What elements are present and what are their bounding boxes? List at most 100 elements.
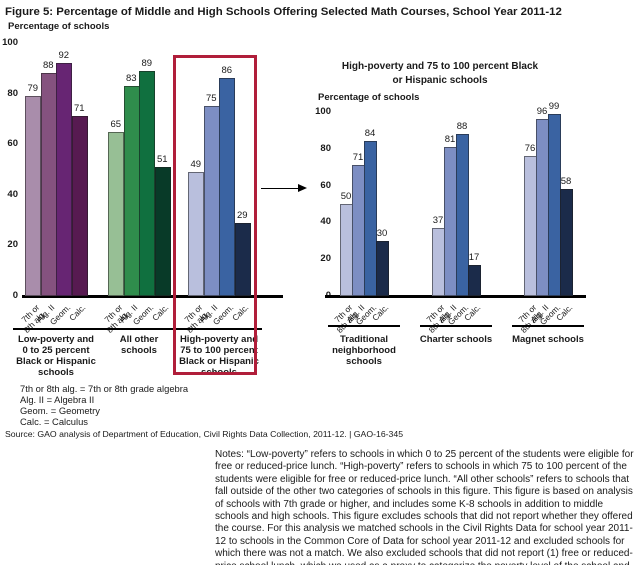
bar <box>364 141 377 296</box>
group-label-line: All other <box>119 334 159 345</box>
bar-value-label: 58 <box>560 176 572 188</box>
bar <box>188 172 204 296</box>
y-tick-label: 20 <box>320 253 331 265</box>
group-label-line: Magnet schools <box>512 334 584 345</box>
bar-value-label: 79 <box>27 83 39 95</box>
group-label-line: schools <box>121 345 157 356</box>
bar <box>40 73 57 296</box>
group-separator-line <box>512 325 584 327</box>
footnote-geom: Geom. = Geometry <box>20 405 100 416</box>
group-label-line: Black or Hispanic <box>179 356 259 367</box>
bar-value-label: 89 <box>141 57 153 69</box>
group-label-line: Traditional <box>339 334 389 345</box>
group-label: Low-poverty and 0 to 25 percent Black or H… <box>4 334 108 378</box>
bar-value-label: 88 <box>456 121 468 133</box>
bar-value-label: 50 <box>340 191 352 202</box>
group-label-line: Low-poverty and <box>17 334 94 345</box>
bar-value-label: 81 <box>444 133 456 145</box>
bar <box>444 146 457 296</box>
bar-value-label: 17 <box>468 251 480 263</box>
bar <box>340 204 353 296</box>
bar <box>560 189 573 296</box>
y-tick-label: 100 <box>315 106 331 117</box>
y-tick-label: 80 <box>7 87 18 99</box>
bar <box>71 116 88 296</box>
group-separator-line <box>13 328 99 330</box>
group-separator-line <box>420 325 492 327</box>
bar <box>524 156 537 296</box>
right-arrow-icon <box>298 184 307 192</box>
bar <box>352 165 365 296</box>
y-tick-label: 80 <box>320 142 331 154</box>
arrow-line-icon <box>261 188 299 189</box>
group-label: All other schools <box>87 334 191 356</box>
footnote-alg: 7th or 8th alg. = 7th or 8th grade algeb… <box>20 383 189 394</box>
bar-value-label: 29 <box>236 209 248 221</box>
bar-value-label: 92 <box>58 50 70 62</box>
bar <box>548 113 561 296</box>
bar-value-label: 84 <box>364 128 376 140</box>
bar-value-label: 76 <box>524 143 536 155</box>
y-tick-label: 40 <box>7 188 18 200</box>
bar-value-label: 65 <box>110 118 122 130</box>
y-tick-label: 20 <box>7 239 18 251</box>
group-label: Charter schools <box>404 334 508 345</box>
bar-value-label: 83 <box>125 73 137 84</box>
notes-paragraph: Notes: “Low-poverty” refers to schools i… <box>215 449 634 565</box>
bar <box>376 240 389 296</box>
group-label: High-poverty and 75 to 100 percent Black o… <box>167 334 271 378</box>
bar <box>139 70 155 296</box>
group-separator-line <box>328 325 400 327</box>
bar-value-label: 37 <box>432 214 444 226</box>
source-line: Source: GAO analysis of Department of Ed… <box>5 429 404 439</box>
bar <box>536 119 549 296</box>
bar <box>25 96 41 296</box>
bar-value-label: 86 <box>221 65 233 77</box>
bar-value-label: 71 <box>352 152 364 164</box>
group-label-line: schools <box>201 367 237 378</box>
y-axis-label: Percentage of schools <box>318 92 420 103</box>
group-label-line: neighborhood <box>332 345 396 356</box>
y-tick-label: 60 <box>320 179 331 191</box>
bar <box>432 227 445 296</box>
bar <box>234 222 251 296</box>
group-separator-line <box>96 328 182 330</box>
group-separator-line <box>176 328 262 330</box>
group-label-line: Black or Hispanic <box>16 356 96 367</box>
bar <box>108 131 124 296</box>
x-axis-line <box>325 295 586 298</box>
y-tick-label: 60 <box>7 138 18 150</box>
group-label-line: Charter schools <box>419 334 493 345</box>
group-label-line: schools <box>38 367 74 378</box>
bar-value-label: 75 <box>205 93 217 105</box>
bar <box>56 63 72 296</box>
chart-title-line: or Hispanic schools <box>392 74 488 86</box>
bar-value-label: 96 <box>536 106 548 118</box>
group-label-line: schools <box>346 356 382 367</box>
figure-title: Figure 5: Percentage of Middle and High … <box>5 6 562 18</box>
footnote-calc: Calc. = Calculus <box>20 416 88 427</box>
charts-area: Percentage of schools 0 20 40 60 80 100 79 7th o… <box>2 21 600 378</box>
y-tick-label: 0 <box>12 290 18 301</box>
bar <box>123 86 140 296</box>
bar-value-label: 51 <box>156 153 168 165</box>
chart-title-line: High-poverty and 75 to 100 percent Black <box>341 61 539 72</box>
group-label-line: 0 to 25 percent <box>22 345 90 356</box>
group-label-line: High-poverty and <box>179 334 259 345</box>
bar-value-label: 71 <box>73 103 85 115</box>
group-label: Traditional neighborhood schools <box>312 334 416 367</box>
bar-value-label: 88 <box>42 60 54 72</box>
group-label-line: 75 to 100 percent <box>180 345 258 356</box>
bar <box>219 78 235 296</box>
footnote-alg2: Alg. II = Algebra II <box>20 394 95 405</box>
bar <box>154 166 171 296</box>
bar <box>203 106 220 296</box>
chart-title: High-poverty and 75 to 100 percent Black… <box>280 60 600 87</box>
bar-value-label: 30 <box>376 227 388 239</box>
group-label: Magnet schools <box>496 334 600 345</box>
bar <box>456 134 469 296</box>
bar-value-label: 49 <box>190 159 202 171</box>
bar <box>468 264 481 296</box>
y-tick-label: 100 <box>2 37 18 48</box>
